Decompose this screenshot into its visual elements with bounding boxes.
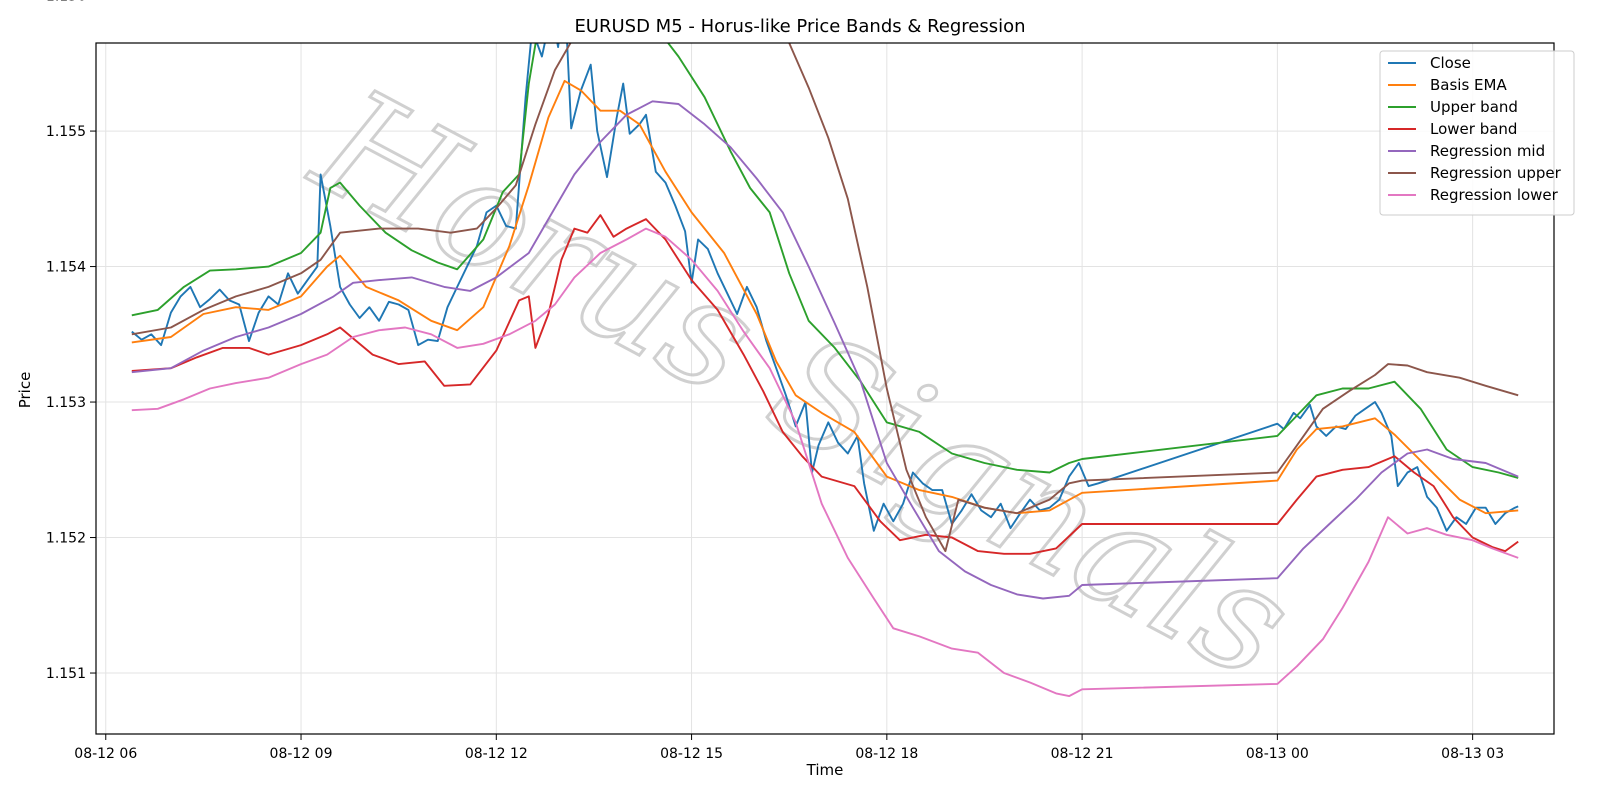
series-line-regression-mid	[131, 100, 1519, 600]
legend-item: Basis EMA	[1388, 76, 1507, 94]
legend-label: Lower band	[1430, 120, 1517, 138]
legend-label: Regression upper	[1430, 164, 1562, 182]
series-line-regression-lower	[131, 227, 1519, 698]
legend-item: Lower band	[1388, 120, 1517, 138]
y-tick-label: 1.153	[46, 395, 86, 411]
legend-label: Close	[1430, 54, 1471, 72]
x-axis-ticks: 08-12 06 08-12 09 08-12 12 08-12 15 08-12 18…	[74, 734, 1504, 762]
series-line-close	[131, 43, 1519, 532]
y-axis-label: Price	[16, 372, 34, 409]
series-line-basis-ema	[131, 79, 1519, 515]
legend: Close Basis EMA Upper band Lower band Regres…	[1379, 50, 1575, 216]
chart-title: EURUSD M5 - Horus-like Price Bands & Reg…	[574, 16, 1025, 37]
legend-label: Regression lower	[1430, 186, 1559, 204]
series-line-upper-band	[131, 43, 1519, 479]
x-tick-label: 08-12 06	[74, 746, 137, 762]
legend-item: Regression lower	[1388, 186, 1559, 204]
y-tick-label: 1.152	[46, 531, 86, 547]
x-tick-label: 08-12 18	[855, 746, 918, 762]
y-tick-label: 1.155	[46, 124, 86, 140]
x-axis-label: Time	[806, 761, 844, 779]
legend-label: Upper band	[1430, 98, 1518, 116]
legend-label: Basis EMA	[1430, 76, 1507, 94]
series-line-lower-band	[131, 214, 1519, 555]
x-tick-label: 08-12 12	[465, 746, 528, 762]
legend-label: Regression mid	[1430, 142, 1545, 160]
plot-frame	[95, 42, 1555, 735]
legend-box	[1379, 50, 1575, 216]
series-lines	[131, 43, 1519, 698]
x-tick-label: 08-12 15	[660, 746, 723, 762]
legend-item: Close	[1388, 54, 1471, 72]
legend-item: Regression upper	[1388, 164, 1562, 182]
legend-item: Regression mid	[1388, 142, 1545, 160]
y-tick-label: 1.154	[46, 260, 86, 276]
series-line-regression-upper	[131, 43, 1519, 553]
x-tick-label: 08-13 00	[1246, 746, 1309, 762]
x-tick-label: 08-13 03	[1441, 746, 1504, 762]
x-tick-label: 08-12 09	[270, 746, 333, 762]
y-tick-label: 1.151	[46, 666, 86, 682]
legend-item: Upper band	[1388, 98, 1518, 116]
x-tick-label: 08-12 21	[1051, 746, 1114, 762]
y-axis-ticks: 1.151 1.152 1.153 1.154 1.155 1.156	[46, 0, 96, 682]
y-tick-label: 1.156	[46, 0, 86, 5]
